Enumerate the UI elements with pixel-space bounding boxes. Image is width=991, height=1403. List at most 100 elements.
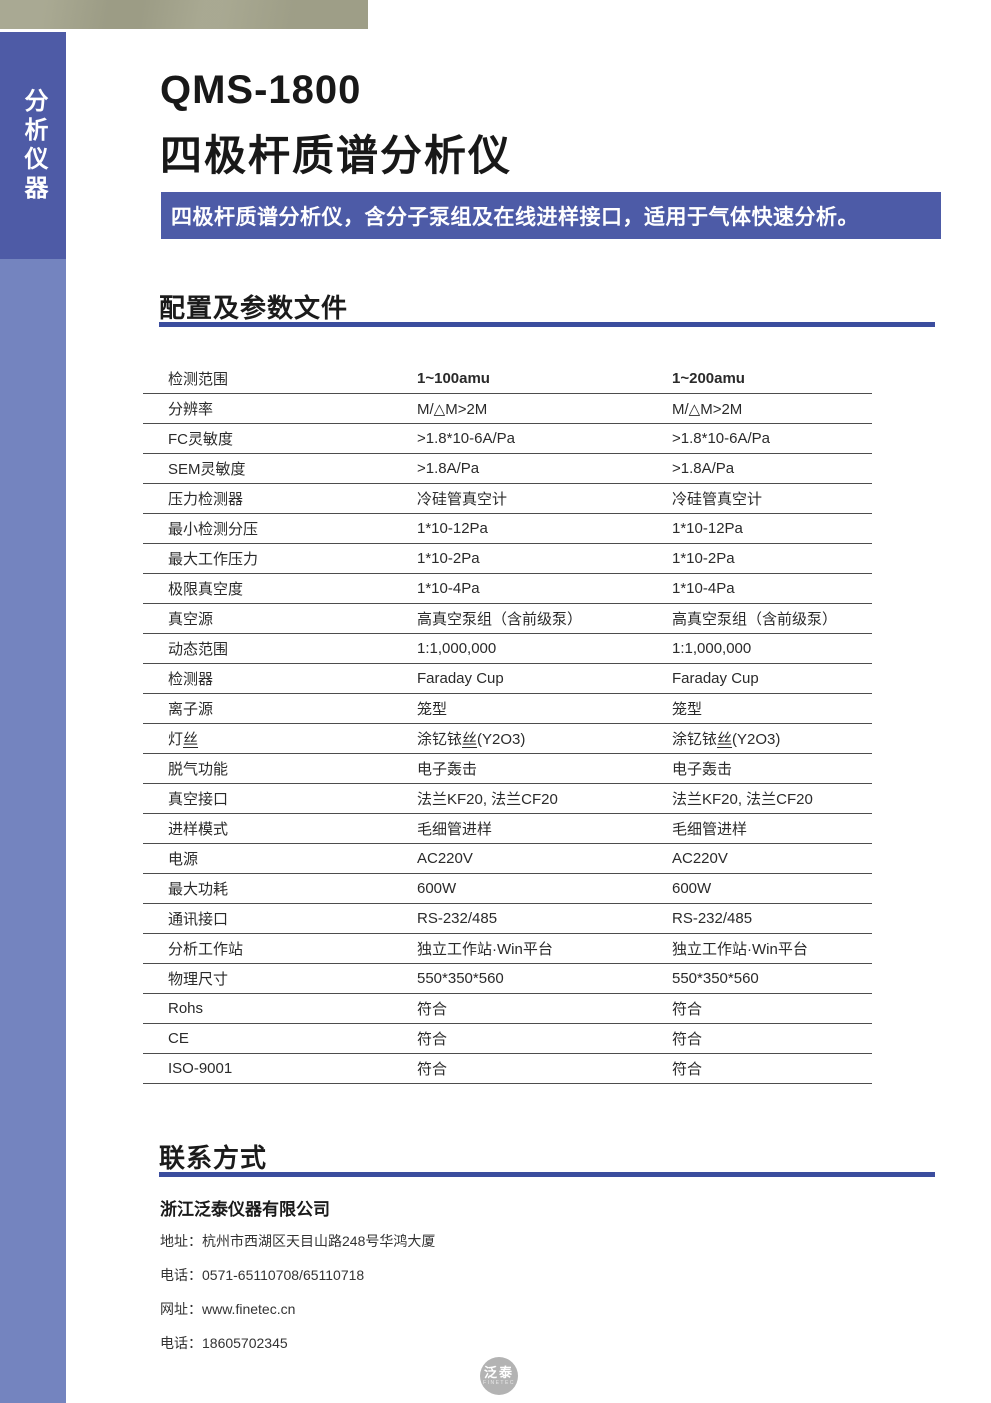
spec-value: AC220V (417, 850, 473, 867)
table-row: 真空接口 法兰KF20, 法兰CF20 法兰KF20, 法兰CF20 (143, 784, 872, 814)
spec-label: 最大功耗 (168, 881, 229, 898)
table-row: 检测范围 1~100amu 1~200amu (143, 364, 872, 394)
table-row: 最大工作压力 1*10-2Pa 1*10-2Pa (143, 544, 872, 574)
spec-value: 电子轰击 (672, 761, 733, 778)
sidebar-accent-bar (0, 259, 66, 1403)
spec-label: 分辨率 (168, 401, 214, 418)
spec-value: 1:1,000,000 (672, 640, 752, 657)
spec-label: 检测范围 (168, 371, 229, 388)
sidebar-category-label: 分析仪器 (20, 87, 47, 204)
spec-value: >1.8A/Pa (672, 460, 735, 477)
table-row: 电源 AC220V AC220V (143, 844, 872, 874)
sidebar-category-tab: 分析仪器 (0, 32, 66, 259)
table-row: 分辨率 M/△M>2M M/△M>2M (143, 394, 872, 424)
specs-table: 检测范围 1~100amu 1~200amu 分辨率 M/△M>2M M/△M>2M FC灵… (143, 364, 872, 1084)
table-row: 灯丝 涂钇铱丝(Y2O3) 涂钇铱丝(Y2O3) (143, 724, 872, 754)
tagline-banner: 四极杆质谱分析仪，含分子泵组及在线进样接口，适用于气体快速分析。 (161, 192, 941, 239)
spec-value: 冷硅管真空计 (672, 491, 763, 508)
specs-section-rule (159, 322, 935, 327)
spec-value: M/△M>2M (417, 400, 488, 418)
company-logo: 泛泰 FINETEC (480, 1357, 518, 1395)
spec-value: 独立工作站·Win平台 (417, 941, 553, 958)
specs-section-title: 配置及参数文件 (159, 293, 349, 323)
table-row: 通讯接口 RS-232/485 RS-232/485 (143, 904, 872, 934)
spec-label: 检测器 (168, 671, 214, 688)
spec-value: Faraday Cup (672, 670, 759, 687)
tagline-text: 四极杆质谱分析仪，含分子泵组及在线进样接口，适用于气体快速分析。 (171, 205, 859, 229)
spec-value: 符合 (417, 1001, 448, 1018)
table-row: Rohs 符合 符合 (143, 994, 872, 1024)
spec-value: >1.8*10-6A/Pa (417, 430, 515, 447)
table-row: FC灵敏度 >1.8*10-6A/Pa >1.8*10-6A/Pa (143, 424, 872, 454)
spec-value: AC220V (672, 850, 728, 867)
table-row: 进样模式 毛细管进样 毛细管进样 (143, 814, 872, 844)
table-row: 脱气功能 电子轰击 电子轰击 (143, 754, 872, 784)
table-row: 压力检测器 冷硅管真空计 冷硅管真空计 (143, 484, 872, 514)
spec-label: 离子源 (168, 701, 214, 718)
spec-label: 最大工作压力 (168, 551, 259, 568)
spec-value: 涂钇铱丝(Y2O3) (672, 731, 781, 748)
spec-value: M/△M>2M (672, 400, 743, 418)
table-row: 动态范围 1:1,000,000 1:1,000,000 (143, 634, 872, 664)
model-title: QMS-1800 (160, 68, 362, 112)
table-row: ISO-9001 符合 符合 (143, 1054, 872, 1084)
contact-section-rule (159, 1172, 935, 1177)
table-row: 分析工作站 独立工作站·Win平台 独立工作站·Win平台 (143, 934, 872, 964)
spec-label: 脱气功能 (168, 761, 229, 778)
spec-label: 最小检测分压 (168, 521, 259, 538)
spec-label: 电源 (168, 851, 199, 868)
spec-value: 符合 (672, 1001, 703, 1018)
contact-line: 地址：杭州市西湖区天目山路248号华鸿大厦 (160, 1233, 436, 1249)
spec-label: 真空源 (168, 611, 214, 628)
spec-value: RS-232/485 (417, 910, 498, 927)
spec-value: 符合 (417, 1061, 448, 1078)
table-row: 最小检测分压 1*10-12Pa 1*10-12Pa (143, 514, 872, 544)
spec-value: 高真空泵组（含前级泵） (672, 611, 838, 628)
spec-label: 压力检测器 (168, 491, 244, 508)
spec-value: 毛细管进样 (417, 821, 493, 838)
spec-value: >1.8*10-6A/Pa (672, 430, 770, 447)
website-link[interactable]: 网址：www.finetec.cn (160, 1301, 296, 1317)
spec-label: 通讯接口 (168, 911, 229, 928)
table-row: SEM灵敏度 >1.8A/Pa >1.8A/Pa (143, 454, 872, 484)
table-row: 离子源 笼型 笼型 (143, 694, 872, 724)
spec-value: 电子轰击 (417, 761, 478, 778)
spec-value: >1.8A/Pa (417, 460, 480, 477)
spec-value: RS-232/485 (672, 910, 753, 927)
spec-value: 1*10-12Pa (417, 520, 488, 537)
spec-value: 600W (417, 880, 457, 897)
contact-lines: 地址：杭州市西湖区天目山路248号华鸿大厦 电话：0571-65110708/65… (160, 1224, 435, 1360)
spec-value: 1*10-4Pa (672, 580, 735, 597)
spec-label: ISO-9001 (168, 1060, 233, 1077)
spec-value: 毛细管进样 (672, 821, 748, 838)
spec-label: 进样模式 (168, 821, 229, 838)
spec-label: 分析工作站 (168, 941, 244, 958)
spec-value: 涂钇铱丝(Y2O3) (417, 731, 526, 748)
spec-label: 真空接口 (168, 791, 229, 808)
spec-label: CE (168, 1030, 189, 1047)
contact-section-title: 联系方式 (159, 1143, 268, 1173)
product-title: 四极杆质谱分析仪 (160, 132, 513, 179)
spec-value: 独立工作站·Win平台 (672, 941, 808, 958)
spec-label: 动态范围 (168, 641, 229, 658)
spec-value: 1*10-2Pa (417, 550, 480, 567)
spec-value: 600W (672, 880, 712, 897)
spec-label: 物理尺寸 (168, 971, 229, 988)
header-photo-strip (0, 0, 368, 29)
spec-value: 高真空泵组（含前级泵） (417, 611, 583, 628)
spec-value: Faraday Cup (417, 670, 504, 687)
spec-value: 笼型 (417, 701, 448, 718)
spec-value: 笼型 (672, 701, 703, 718)
spec-value: 符合 (672, 1061, 703, 1078)
spec-label: FC灵敏度 (168, 431, 233, 448)
spec-value: 550*350*560 (417, 970, 504, 987)
spec-value: 1*10-4Pa (417, 580, 480, 597)
table-row: 极限真空度 1*10-4Pa 1*10-4Pa (143, 574, 872, 604)
spec-value: 1~200amu (672, 370, 745, 387)
spec-value: 符合 (417, 1031, 448, 1048)
spec-label: 极限真空度 (168, 581, 244, 598)
table-row: 最大功耗 600W 600W (143, 874, 872, 904)
spec-value: 冷硅管真空计 (417, 491, 508, 508)
spec-value: 1*10-12Pa (672, 520, 743, 537)
